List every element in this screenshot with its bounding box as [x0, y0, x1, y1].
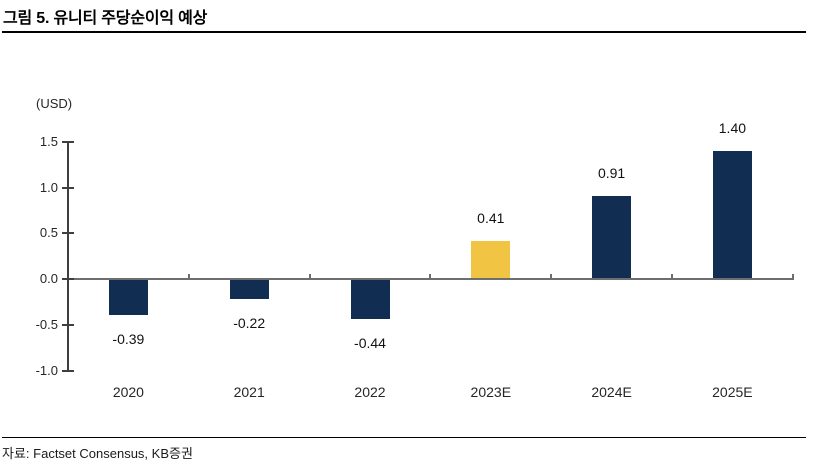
y-axis-tick: [62, 140, 74, 143]
bar-2023E: [471, 241, 511, 279]
bar-value-label: -0.44: [354, 335, 386, 352]
x-axis-tick: [308, 274, 311, 280]
title-divider: [2, 31, 806, 33]
x-axis-category-label: 2022: [354, 384, 386, 400]
y-axis-tick: [62, 232, 74, 235]
x-axis-tick: [187, 274, 190, 280]
bar-2021: [229, 279, 269, 300]
y-axis-tick-label: 1.0: [39, 179, 58, 195]
bar-2022: [350, 279, 390, 320]
y-axis-tick: [62, 323, 74, 326]
x-axis-tick: [429, 274, 432, 280]
y-axis-tick-label: -0.5: [35, 316, 58, 332]
y-axis-tick-label: 1.5: [39, 133, 58, 149]
bar-value-label: 0.41: [477, 210, 505, 227]
x-axis-category-label: 2025E: [712, 384, 753, 400]
y-axis-line: [67, 141, 69, 371]
y-axis-tick: [62, 278, 74, 280]
source-note: 자료: Factset Consensus, KB증권: [2, 446, 193, 461]
y-axis-tick-label: -1.0: [35, 362, 58, 378]
y-axis-tick-label: 0.5: [39, 225, 58, 241]
x-axis-tick: [671, 274, 673, 280]
y-axis-tick: [62, 186, 74, 189]
x-axis-tick: [550, 274, 553, 280]
y-axis-tick-label: 0.0: [39, 271, 58, 286]
y-axis-unit-label: (USD): [36, 96, 73, 111]
bar-2024E: [592, 195, 632, 279]
bar-value-label: 0.91: [597, 164, 626, 181]
bar-value-label: -0.22: [233, 315, 266, 332]
x-axis-category-label: 2021: [233, 384, 265, 400]
bar-value-label: -0.39: [112, 330, 145, 347]
bar-value-label: 1.40: [718, 119, 747, 136]
figure-title: 그림 5. 유니티 주당순이익 예상: [3, 10, 208, 27]
x-axis-category-label: 2024E: [591, 384, 632, 400]
bar-2020: [108, 279, 148, 315]
bar-2025E: [712, 150, 752, 279]
x-axis-category-label: 2023E: [470, 384, 512, 400]
bottom-divider: [2, 437, 806, 438]
x-axis-tick: [791, 274, 794, 280]
y-axis-tick: [62, 369, 74, 372]
x-axis-category-label: 2020: [112, 384, 144, 400]
